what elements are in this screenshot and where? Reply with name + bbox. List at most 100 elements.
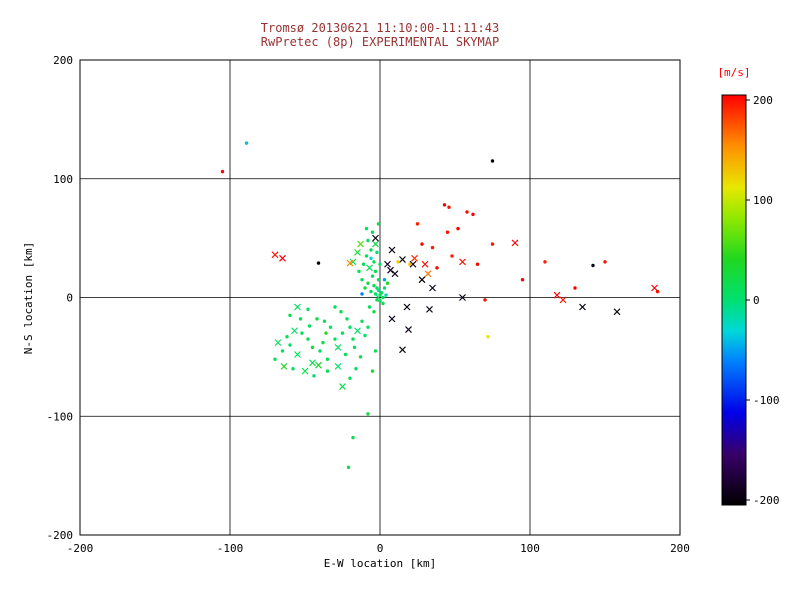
- data-point: [579, 303, 586, 311]
- data-point: [447, 205, 451, 209]
- data-point: [333, 305, 337, 309]
- data-point: [360, 292, 364, 296]
- data-point: [312, 374, 316, 378]
- data-point: [388, 315, 396, 323]
- data-point: [354, 248, 361, 256]
- data-point: [309, 359, 316, 367]
- data-point: [301, 367, 309, 375]
- data-point: [388, 246, 396, 254]
- data-point: [360, 277, 364, 282]
- data-point: [381, 295, 385, 300]
- colorbar-tick-label: 100: [753, 194, 773, 207]
- data-point: [322, 319, 327, 323]
- data-point: [348, 376, 352, 380]
- data-point: [361, 262, 366, 266]
- data-point: [369, 289, 373, 294]
- data-point: [382, 286, 387, 290]
- data-point: [310, 345, 315, 350]
- plot-frame-rect: [79, 59, 681, 536]
- data-point: [376, 222, 381, 226]
- data-point: [475, 262, 480, 266]
- data-point: [411, 254, 418, 262]
- data-point: [306, 307, 310, 312]
- data-point: [409, 260, 417, 268]
- data-point: [396, 260, 400, 264]
- data-point: [298, 317, 303, 321]
- data-point: [375, 250, 379, 255]
- data-point: [399, 346, 406, 354]
- data-point: [325, 357, 330, 361]
- data-point: [420, 242, 424, 246]
- data-point: [483, 298, 487, 302]
- data-point: [357, 269, 361, 274]
- data-point: [351, 337, 355, 341]
- data-point: [315, 317, 319, 321]
- data-point: [408, 262, 412, 266]
- data-point: [459, 294, 466, 301]
- data-point: [334, 343, 342, 351]
- data-point: [363, 333, 367, 338]
- gridlines: [80, 60, 680, 535]
- data-point: [345, 317, 349, 321]
- colorbar: 200 100 0 -100 -200: [721, 94, 780, 507]
- data-point: [456, 226, 460, 231]
- data-point: [369, 256, 373, 261]
- data-point: [376, 277, 381, 282]
- colorbar-unit-label: [m/s]: [717, 66, 750, 79]
- data-point: [459, 258, 466, 266]
- data-point: [378, 262, 382, 266]
- data-point: [384, 260, 391, 268]
- data-point: [328, 325, 333, 329]
- plot-frame: [79, 59, 681, 536]
- data-point: [486, 334, 490, 339]
- data-point: [387, 266, 394, 274]
- data-point: [244, 141, 249, 145]
- data-point: [366, 412, 370, 416]
- data-point: [369, 248, 373, 252]
- colorbar-tick-label: 0: [753, 294, 760, 307]
- data-point: [288, 313, 292, 318]
- data-point: [399, 256, 406, 263]
- data-point: [220, 169, 225, 174]
- data-point: [348, 325, 352, 329]
- data-point: [382, 277, 387, 282]
- y-tick-label: -100: [47, 410, 74, 423]
- data-point: [307, 324, 312, 328]
- data-point: [490, 159, 495, 163]
- data-point: [321, 340, 325, 345]
- y-tick-label: 0: [66, 292, 73, 305]
- data-point: [363, 286, 367, 290]
- data-point: [559, 296, 567, 304]
- data-point: [306, 337, 310, 341]
- data-point: [274, 339, 282, 347]
- data-point: [285, 334, 289, 339]
- data-point: [366, 325, 370, 329]
- data-point: [520, 277, 525, 282]
- chart-title: Tromsø 20130621 11:10:00-11:11:43: [261, 21, 499, 35]
- data-point: [279, 254, 286, 262]
- data-point: [346, 259, 354, 267]
- y-axis-label: N-S location [km]: [22, 242, 35, 355]
- data-point: [280, 349, 285, 353]
- data-point: [405, 326, 412, 333]
- data-point: [291, 327, 298, 335]
- data-point: [294, 303, 301, 311]
- data-point: [370, 369, 375, 373]
- data-point: [339, 310, 343, 314]
- colorbar-tick-label: -200: [753, 494, 780, 507]
- data-point: [354, 327, 361, 335]
- data-point: [273, 357, 277, 361]
- data-point: [603, 260, 607, 264]
- data-point: [471, 212, 475, 217]
- data-point: [376, 288, 381, 293]
- data-point: [490, 242, 495, 246]
- data-point: [403, 303, 411, 311]
- data-point: [288, 343, 292, 347]
- x-tick-label: -200: [67, 542, 94, 555]
- y-tick-label: 200: [53, 54, 73, 67]
- data-point: [613, 308, 621, 316]
- x-axis-label: E-W location [km]: [324, 557, 437, 570]
- data-point: [300, 331, 304, 335]
- x-tick-label: 200: [670, 542, 690, 555]
- colorbar-tick-label: -100: [753, 394, 780, 407]
